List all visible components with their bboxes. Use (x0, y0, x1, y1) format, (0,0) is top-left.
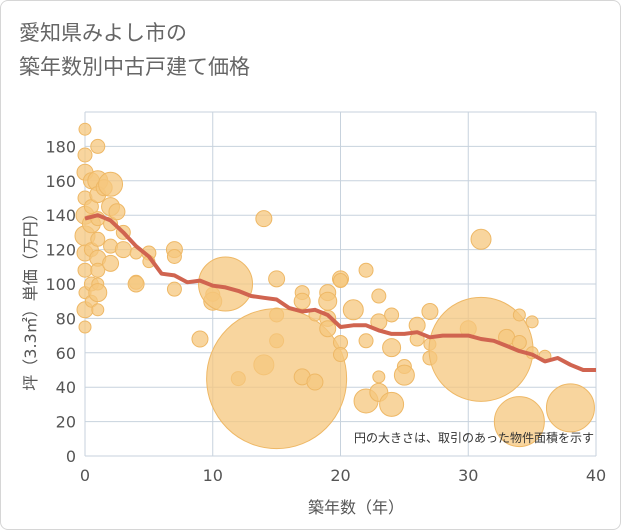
data-bubble (342, 299, 364, 321)
data-bubble (372, 370, 386, 384)
data-bubble (371, 288, 387, 304)
y-tick-label: 60 (56, 344, 76, 363)
y-tick-label: 120 (45, 241, 76, 260)
y-tick-label: 140 (45, 206, 76, 225)
data-bubble (90, 138, 106, 154)
y-tick-label: 180 (45, 137, 76, 156)
chart-title-line-1: 愛知県みよし市の (19, 21, 187, 45)
data-bubble (108, 203, 126, 221)
data-bubble (358, 333, 374, 349)
data-bubble (90, 231, 106, 247)
data-bubble (379, 391, 405, 417)
data-bubble (77, 147, 93, 163)
data-bubble (333, 273, 348, 289)
data-bubble (206, 308, 348, 450)
data-bubble (333, 347, 348, 363)
chart-title-line-2: 築年数別中古戸建て価格 (19, 55, 250, 79)
data-bubble (382, 338, 402, 358)
bubble-series (74, 122, 595, 450)
y-axis-label: 坪（3.3㎡）単価（万円） (21, 205, 40, 390)
data-bubble (166, 248, 182, 264)
y-axis-ticks: 0 20 40 60 80 100 120 140 160 180 (45, 137, 76, 466)
data-bubble (78, 320, 92, 334)
data-bubble (191, 330, 209, 348)
data-bubble (88, 283, 108, 303)
size-annotation: 円の大きさは、取引のあった物件面積を示す (354, 430, 594, 445)
y-tick-label: 100 (45, 275, 76, 294)
y-tick-label: 40 (56, 378, 76, 397)
data-bubble (384, 307, 400, 323)
data-bubble (102, 254, 120, 272)
data-bubble (77, 262, 93, 278)
data-bubble (98, 171, 124, 197)
data-bubble (166, 281, 182, 297)
data-bubble (127, 275, 145, 293)
data-bubble (90, 262, 106, 278)
data-bubble (293, 292, 311, 310)
data-bubble (421, 303, 439, 321)
data-bubble (470, 228, 492, 250)
y-tick-label: 80 (56, 309, 76, 328)
data-bubble (318, 291, 338, 311)
chart-title: 愛知県みよし市の 築年数別中古戸建て価格 (19, 16, 250, 84)
x-tick-label: 30 (458, 466, 478, 485)
x-axis-ticks: 0 10 20 30 40 (80, 466, 606, 485)
data-bubble (512, 308, 526, 322)
data-bubble (525, 315, 539, 329)
data-bubble (358, 262, 374, 278)
x-tick-label: 20 (330, 466, 350, 485)
y-tick-label: 20 (56, 413, 76, 432)
trend-line (84, 213, 596, 372)
x-tick-label: 40 (586, 466, 606, 485)
data-bubble (198, 256, 254, 312)
data-bubble (78, 122, 92, 136)
data-bubble (306, 373, 324, 391)
x-tick-label: 0 (80, 466, 90, 485)
y-tick-label: 160 (45, 172, 76, 191)
data-bubble (319, 320, 337, 338)
data-bubble (114, 241, 132, 259)
data-bubble (545, 383, 595, 433)
data-bubble (91, 303, 105, 317)
data-bubble (268, 270, 286, 288)
data-bubble (493, 396, 545, 448)
data-bubble (255, 210, 273, 228)
y-tick-label: 0 (66, 447, 76, 466)
x-axis-label: 築年数（年） (308, 498, 404, 517)
x-tick-label: 10 (203, 466, 223, 485)
data-bubble (393, 364, 415, 386)
